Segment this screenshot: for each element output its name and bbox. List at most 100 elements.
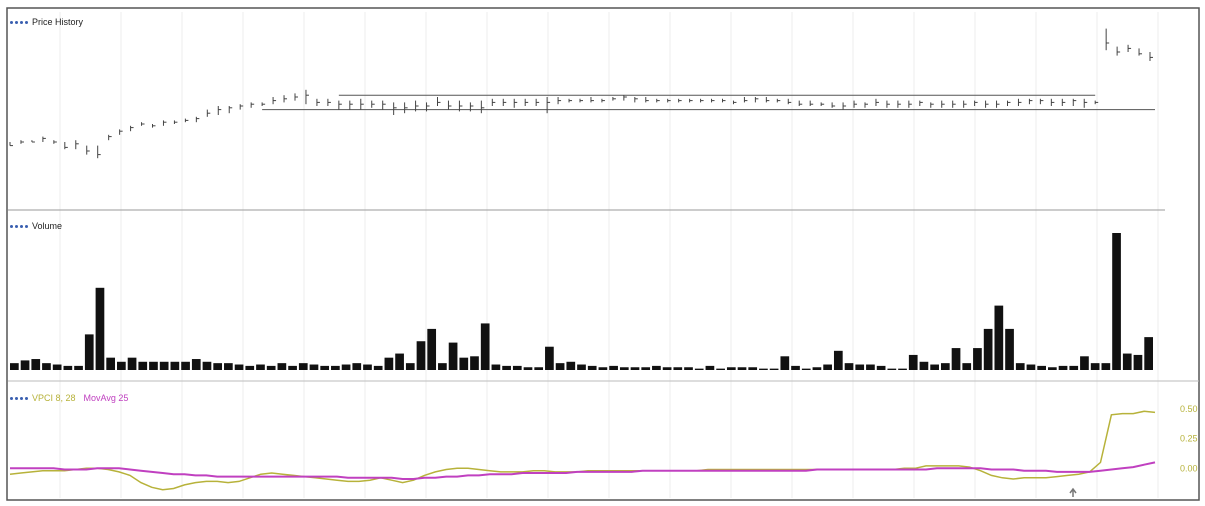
volume-bar — [694, 368, 704, 370]
volume-bar — [523, 367, 533, 370]
volume-bar — [780, 356, 790, 370]
volume-bar — [823, 364, 832, 370]
volume-bar — [256, 364, 265, 370]
volume-bar — [983, 328, 993, 370]
outer-border — [6, 7, 1200, 501]
volume-bar — [662, 367, 672, 370]
volume-bar — [962, 363, 972, 370]
price-title-text: Price History — [32, 17, 84, 27]
volume-bar — [438, 363, 447, 370]
volume-bar — [1037, 365, 1046, 370]
volume-bar — [10, 363, 19, 370]
volume-bar — [309, 364, 319, 370]
volume-bar — [363, 364, 372, 370]
volume-title-text: Volume — [32, 221, 63, 231]
price-series — [9, 28, 1155, 159]
volume-bar — [908, 354, 918, 370]
volume-bar — [331, 365, 340, 370]
volume-bar — [684, 367, 693, 370]
volume-bar — [277, 363, 287, 370]
volume-bar — [159, 361, 169, 370]
volume-bar — [630, 367, 640, 370]
volume-bar — [1058, 365, 1068, 370]
volume-bar — [416, 341, 426, 370]
volume-bar — [930, 364, 939, 370]
volume-bar — [1047, 367, 1057, 370]
volume-bar — [320, 365, 330, 370]
y-tick-label: 0.50 — [1180, 404, 1198, 414]
volume-bar — [1101, 363, 1111, 370]
volume-bar — [619, 367, 629, 370]
volume-bar — [598, 367, 608, 370]
indicator-series — [9, 410, 1156, 491]
volume-bar — [1090, 363, 1100, 370]
volume-bar — [759, 368, 768, 370]
volume-bar — [898, 368, 907, 370]
volume-bar — [1133, 354, 1143, 370]
volume-bar — [1069, 365, 1079, 370]
arrow-marker — [1069, 487, 1077, 497]
volume-bar — [716, 368, 725, 370]
volume-bar — [673, 367, 683, 370]
volume-bar — [181, 361, 190, 370]
volume-bar — [876, 365, 886, 370]
volume-bar — [373, 365, 383, 370]
volume-bar — [224, 363, 233, 370]
volume-bar — [20, 360, 30, 370]
volume-bar — [202, 361, 212, 370]
volume-bar — [63, 365, 73, 370]
volume-bar — [887, 368, 897, 370]
volume-bar — [737, 367, 747, 370]
volume-bar — [31, 359, 41, 370]
volume-bar — [919, 361, 929, 370]
volume-bar — [1122, 353, 1132, 370]
volume-bar — [448, 342, 458, 370]
volume-bar — [480, 323, 490, 370]
volume-bar — [470, 356, 479, 370]
volume-bar — [748, 367, 758, 370]
volume-bar — [266, 365, 276, 370]
volume-bar — [555, 363, 565, 370]
volume-bar — [812, 367, 822, 370]
volume-bar — [341, 364, 351, 370]
volume-bar — [855, 364, 865, 370]
volume-bar — [1112, 233, 1121, 370]
volume-bar — [587, 365, 597, 370]
volume-bar — [1015, 363, 1025, 370]
volume-bar — [951, 348, 961, 370]
y-tick-label: 0.00 — [1180, 463, 1198, 473]
volume-bar — [844, 363, 854, 370]
volume-bar — [705, 365, 715, 370]
price-panel-title: Price History — [10, 17, 83, 27]
panel-menu-icon[interactable] — [10, 20, 28, 24]
volume-bar — [502, 365, 511, 370]
volume-bar — [1005, 328, 1014, 370]
volume-bar — [973, 348, 982, 370]
volume-bar — [577, 364, 586, 370]
gridlines — [59, 12, 1159, 498]
volume-panel-title: Volume — [10, 221, 62, 231]
volume-series — [10, 233, 1153, 370]
volume-bar — [213, 363, 223, 370]
volume-bar — [405, 363, 415, 370]
volume-bar — [427, 328, 437, 370]
panel-menu-icon[interactable] — [10, 224, 28, 228]
volume-bar — [352, 363, 362, 370]
volume-bar — [652, 365, 661, 370]
volume-bar — [641, 367, 651, 370]
volume-bar — [726, 367, 736, 370]
volume-bar — [1144, 337, 1153, 370]
panel-menu-icon[interactable] — [10, 396, 28, 400]
volume-bar — [769, 368, 779, 370]
volume-bar — [459, 357, 469, 370]
volume-bar — [127, 357, 137, 370]
volume-bar — [298, 363, 308, 370]
volume-bar — [994, 305, 1004, 370]
volume-bar — [84, 334, 94, 370]
legend-movavg: MovAvg 25 — [83, 393, 129, 403]
volume-bar — [74, 365, 83, 370]
volume-bar — [801, 368, 811, 370]
volume-bar — [245, 365, 255, 370]
volume-bar — [234, 364, 244, 370]
